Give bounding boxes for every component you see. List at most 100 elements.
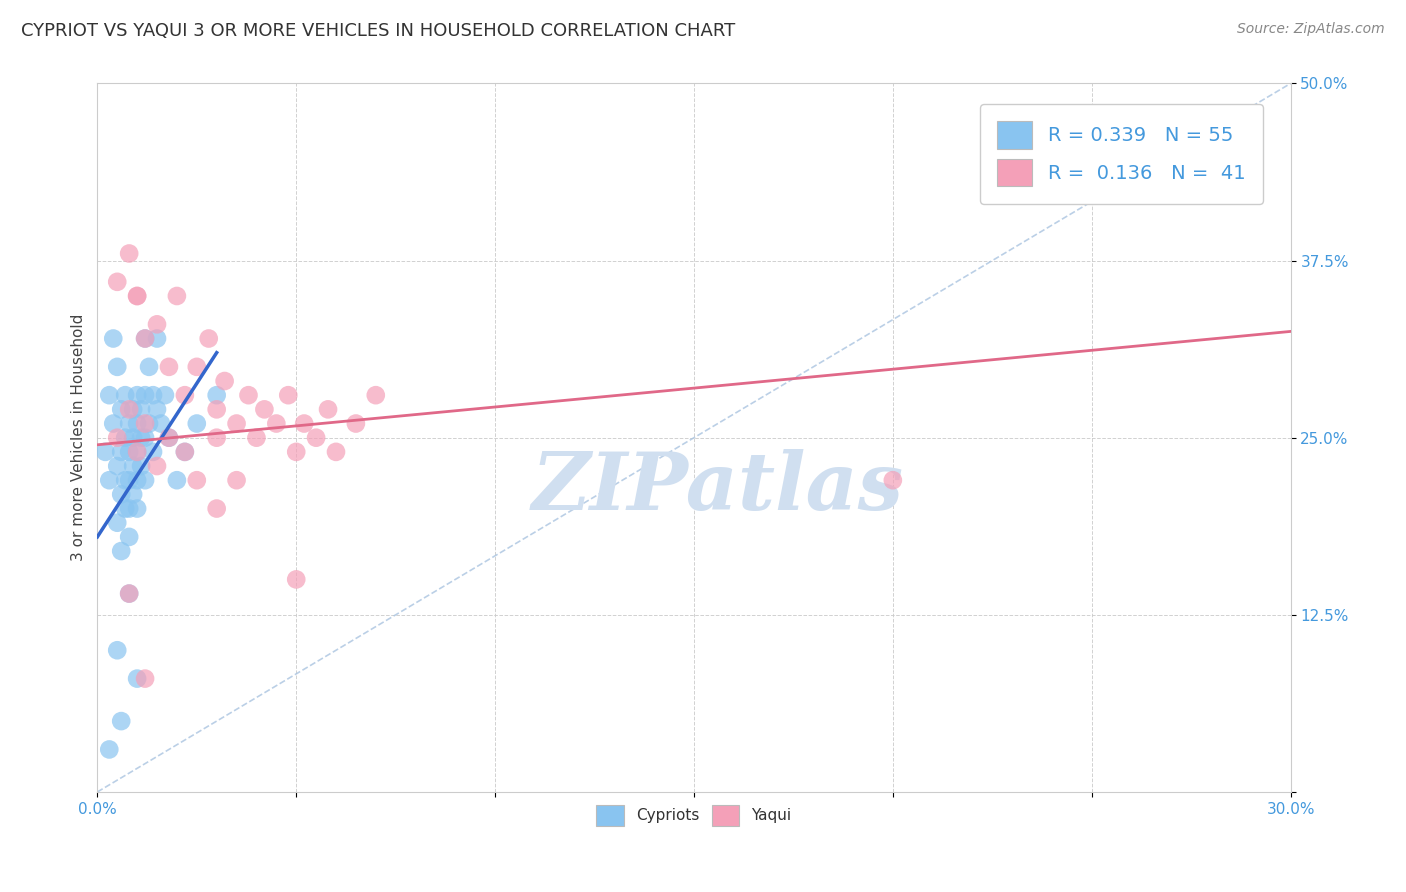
Point xyxy=(122,487,145,501)
Point xyxy=(186,359,208,374)
Point xyxy=(127,388,149,402)
Point xyxy=(110,487,132,501)
Point xyxy=(146,318,169,332)
Point xyxy=(134,672,156,686)
Point xyxy=(166,289,188,303)
Point xyxy=(150,417,173,431)
Point xyxy=(173,445,195,459)
Point xyxy=(253,402,276,417)
Point xyxy=(129,431,152,445)
Point xyxy=(105,516,128,530)
Point xyxy=(325,445,347,459)
Point xyxy=(127,289,149,303)
Point xyxy=(173,445,195,459)
Point xyxy=(103,331,125,345)
Point xyxy=(118,402,141,417)
Point xyxy=(118,445,141,459)
Point xyxy=(127,473,149,487)
Point xyxy=(205,501,228,516)
Point xyxy=(103,417,125,431)
Point xyxy=(94,445,117,459)
Point xyxy=(110,445,132,459)
Point xyxy=(305,431,328,445)
Point xyxy=(105,275,128,289)
Point xyxy=(122,431,145,445)
Text: Source: ZipAtlas.com: Source: ZipAtlas.com xyxy=(1237,22,1385,37)
Point xyxy=(118,473,141,487)
Point xyxy=(186,417,208,431)
Point xyxy=(146,331,169,345)
Point xyxy=(142,388,165,402)
Point xyxy=(118,246,141,260)
Point xyxy=(114,473,136,487)
Point xyxy=(245,431,267,445)
Point xyxy=(285,573,308,587)
Point xyxy=(127,289,149,303)
Point xyxy=(153,388,176,402)
Point xyxy=(285,445,308,459)
Point xyxy=(138,417,160,431)
Point xyxy=(316,402,339,417)
Point xyxy=(225,417,247,431)
Point xyxy=(214,374,236,388)
Point xyxy=(105,643,128,657)
Point xyxy=(122,458,145,473)
Point xyxy=(292,417,315,431)
Point xyxy=(127,672,149,686)
Point xyxy=(110,402,132,417)
Point xyxy=(205,388,228,402)
Point xyxy=(146,402,169,417)
Point xyxy=(127,501,149,516)
Point xyxy=(98,742,121,756)
Point xyxy=(129,458,152,473)
Point xyxy=(105,359,128,374)
Point xyxy=(134,331,156,345)
Point xyxy=(134,431,156,445)
Point xyxy=(138,359,160,374)
Point xyxy=(166,473,188,487)
Point xyxy=(205,402,228,417)
Point xyxy=(129,402,152,417)
Point xyxy=(134,331,156,345)
Point xyxy=(98,473,121,487)
Point xyxy=(114,431,136,445)
Point xyxy=(122,402,145,417)
Point xyxy=(134,473,156,487)
Point xyxy=(127,445,149,459)
Point xyxy=(225,473,247,487)
Point xyxy=(127,445,149,459)
Point xyxy=(110,544,132,558)
Point xyxy=(98,388,121,402)
Legend: Cypriots, Yaqui: Cypriots, Yaqui xyxy=(589,797,799,834)
Point xyxy=(205,431,228,445)
Point xyxy=(110,714,132,728)
Y-axis label: 3 or more Vehicles in Household: 3 or more Vehicles in Household xyxy=(72,314,86,561)
Point xyxy=(142,445,165,459)
Point xyxy=(114,501,136,516)
Point xyxy=(157,431,180,445)
Point xyxy=(146,458,169,473)
Point xyxy=(882,473,904,487)
Point xyxy=(277,388,299,402)
Point xyxy=(118,501,141,516)
Point xyxy=(344,417,367,431)
Point xyxy=(238,388,260,402)
Point xyxy=(118,586,141,600)
Point xyxy=(266,417,288,431)
Point xyxy=(114,388,136,402)
Text: ZIPatlas: ZIPatlas xyxy=(531,449,904,526)
Point xyxy=(186,473,208,487)
Point xyxy=(197,331,219,345)
Point xyxy=(134,388,156,402)
Point xyxy=(105,458,128,473)
Point xyxy=(173,388,195,402)
Point xyxy=(134,417,156,431)
Point xyxy=(118,530,141,544)
Point xyxy=(157,431,180,445)
Point xyxy=(364,388,387,402)
Point xyxy=(127,417,149,431)
Point xyxy=(157,359,180,374)
Text: CYPRIOT VS YAQUI 3 OR MORE VEHICLES IN HOUSEHOLD CORRELATION CHART: CYPRIOT VS YAQUI 3 OR MORE VEHICLES IN H… xyxy=(21,22,735,40)
Point xyxy=(105,431,128,445)
Point xyxy=(118,417,141,431)
